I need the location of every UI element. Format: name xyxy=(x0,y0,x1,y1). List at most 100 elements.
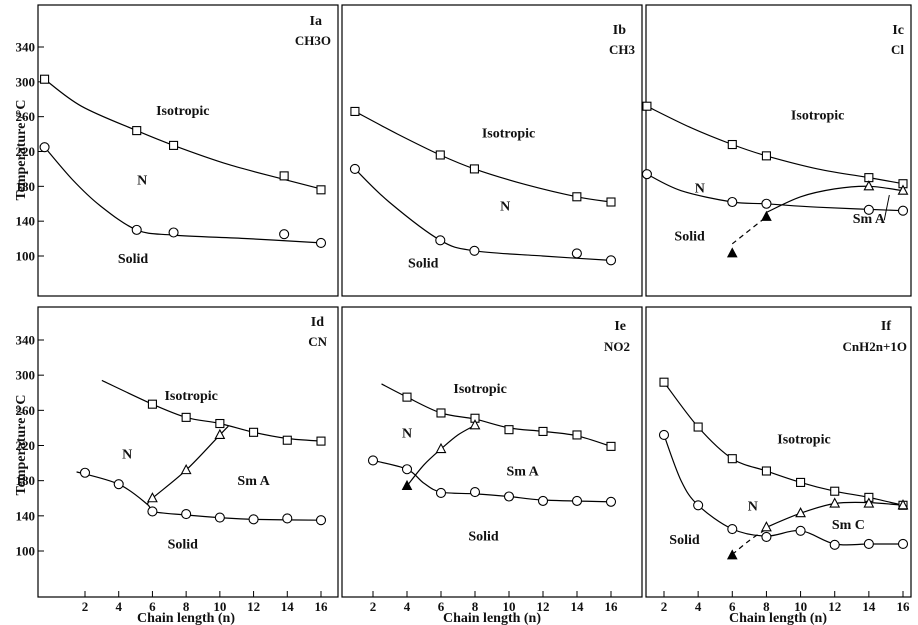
data-point-triangle xyxy=(214,428,226,440)
data-point-square xyxy=(606,197,616,207)
data-point-circle xyxy=(571,248,582,259)
data-point-circle xyxy=(863,204,874,215)
data-point-circle xyxy=(761,531,772,542)
transition-curve-square xyxy=(354,110,612,203)
panel-if: If CnH2n+1O Chain length (n) 2 4 6 8 10 12 14 1… xyxy=(645,306,912,625)
x-tick-label: 8 xyxy=(183,599,190,614)
data-point-circle xyxy=(761,198,772,209)
region-label: Isotropic xyxy=(777,433,830,448)
x-axis-title: Chain length (n) xyxy=(729,611,827,625)
data-point-square xyxy=(761,466,771,476)
data-point-circle xyxy=(435,487,447,499)
data-point-circle xyxy=(282,513,293,524)
panel-id-label: If xyxy=(881,319,891,334)
region-label: Sm A xyxy=(237,474,270,489)
x-tick-label: 2 xyxy=(82,599,89,614)
transition-curve-triangle-filled xyxy=(731,528,767,555)
region-label: Sm A xyxy=(853,212,886,227)
data-point-square xyxy=(642,101,652,111)
data-point-triangle xyxy=(761,521,772,532)
region-label: Isotropic xyxy=(791,108,844,123)
x-tick-label: 4 xyxy=(115,599,122,614)
data-point-circle xyxy=(829,539,840,550)
plot-frame xyxy=(645,4,912,297)
data-point-square xyxy=(40,74,50,84)
data-point-square xyxy=(572,192,582,202)
region-label: N xyxy=(122,448,132,463)
data-point-circle xyxy=(795,525,806,536)
x-tick-label: 6 xyxy=(438,599,445,614)
data-point-triangle xyxy=(897,184,909,195)
data-point-circle xyxy=(131,224,142,235)
plot-frame xyxy=(37,4,339,297)
data-point-circle xyxy=(641,169,652,180)
transition-curve-triangle xyxy=(766,185,904,214)
panel-id: Id CN Temperature /°C Chain length (n) 1… xyxy=(14,306,339,625)
data-point-square xyxy=(469,164,479,174)
data-point-circle xyxy=(727,523,738,535)
data-point-square xyxy=(572,430,582,440)
data-point-circle xyxy=(39,142,50,153)
data-point-square xyxy=(350,106,360,116)
data-point-circle xyxy=(503,491,515,502)
x-tick-label: 4 xyxy=(404,599,411,614)
data-point-circle xyxy=(605,255,617,266)
panel-ia: Ia CH3O Temperature /°C 100 140 180 220 260 3… xyxy=(14,4,339,297)
data-point-circle xyxy=(537,495,549,506)
plot-frame xyxy=(341,4,643,297)
y-tick-label: 260 xyxy=(16,109,36,124)
y-tick-label: 140 xyxy=(16,508,36,523)
y-tick-label: 180 xyxy=(16,179,36,194)
transition-curve-square xyxy=(44,78,322,190)
panel-id-label: Ib xyxy=(613,23,626,38)
region-label: N xyxy=(748,500,758,515)
data-point-triangle xyxy=(147,492,158,503)
data-point-circle xyxy=(279,229,290,240)
x-tick-label: 14 xyxy=(281,599,295,614)
transition-curve-circle xyxy=(354,168,612,261)
x-tick-label: 4 xyxy=(695,599,702,614)
data-point-square xyxy=(727,454,737,464)
substituent-label: CN xyxy=(308,334,327,349)
y-tick-label: 180 xyxy=(16,473,36,488)
plot-frame xyxy=(37,306,339,598)
y-axis-title: Temperature /°C xyxy=(14,100,29,201)
y-tick-label: 220 xyxy=(16,438,36,453)
substituent-label: NO2 xyxy=(604,339,630,354)
data-point-triangle xyxy=(863,497,875,508)
data-point-triangle xyxy=(897,499,909,510)
data-point-circle xyxy=(469,487,481,498)
data-point-circle xyxy=(605,496,617,507)
y-tick-label: 100 xyxy=(16,544,36,559)
region-label: Isotropic xyxy=(482,127,535,142)
transition-curve-circle xyxy=(646,173,904,212)
y-tick-label: 140 xyxy=(16,214,36,229)
transition-curve-triangle-filled xyxy=(731,216,767,245)
data-point-square xyxy=(436,408,446,418)
plot-frame xyxy=(341,306,643,598)
data-point-square xyxy=(402,392,412,402)
data-point-circle xyxy=(469,245,480,256)
data-point-triangle xyxy=(180,463,192,475)
y-axis-title: Temperature /°C xyxy=(14,395,29,496)
substituent-label: Cl xyxy=(891,42,904,57)
x-tick-label: 12 xyxy=(828,599,841,614)
data-point-triangle xyxy=(795,507,806,518)
substituent-label: CH3O xyxy=(295,33,331,48)
x-tick-label: 6 xyxy=(729,599,736,614)
region-label: Sm A xyxy=(506,464,539,479)
data-point-square xyxy=(538,426,548,436)
x-tick-label: 14 xyxy=(862,599,876,614)
transition-curve-circle xyxy=(76,471,322,521)
x-tick-label: 2 xyxy=(661,599,668,614)
data-point-triangle xyxy=(829,497,841,508)
data-point-circle xyxy=(147,506,158,517)
data-point-square xyxy=(693,422,703,432)
data-point-circle xyxy=(113,479,124,490)
region-label: N xyxy=(695,181,705,196)
data-point-circle xyxy=(897,538,909,550)
substituent-label: CnH2n+1O xyxy=(843,339,907,354)
data-point-circle xyxy=(401,464,413,475)
data-point-circle xyxy=(658,429,670,441)
data-point-square xyxy=(830,486,840,496)
